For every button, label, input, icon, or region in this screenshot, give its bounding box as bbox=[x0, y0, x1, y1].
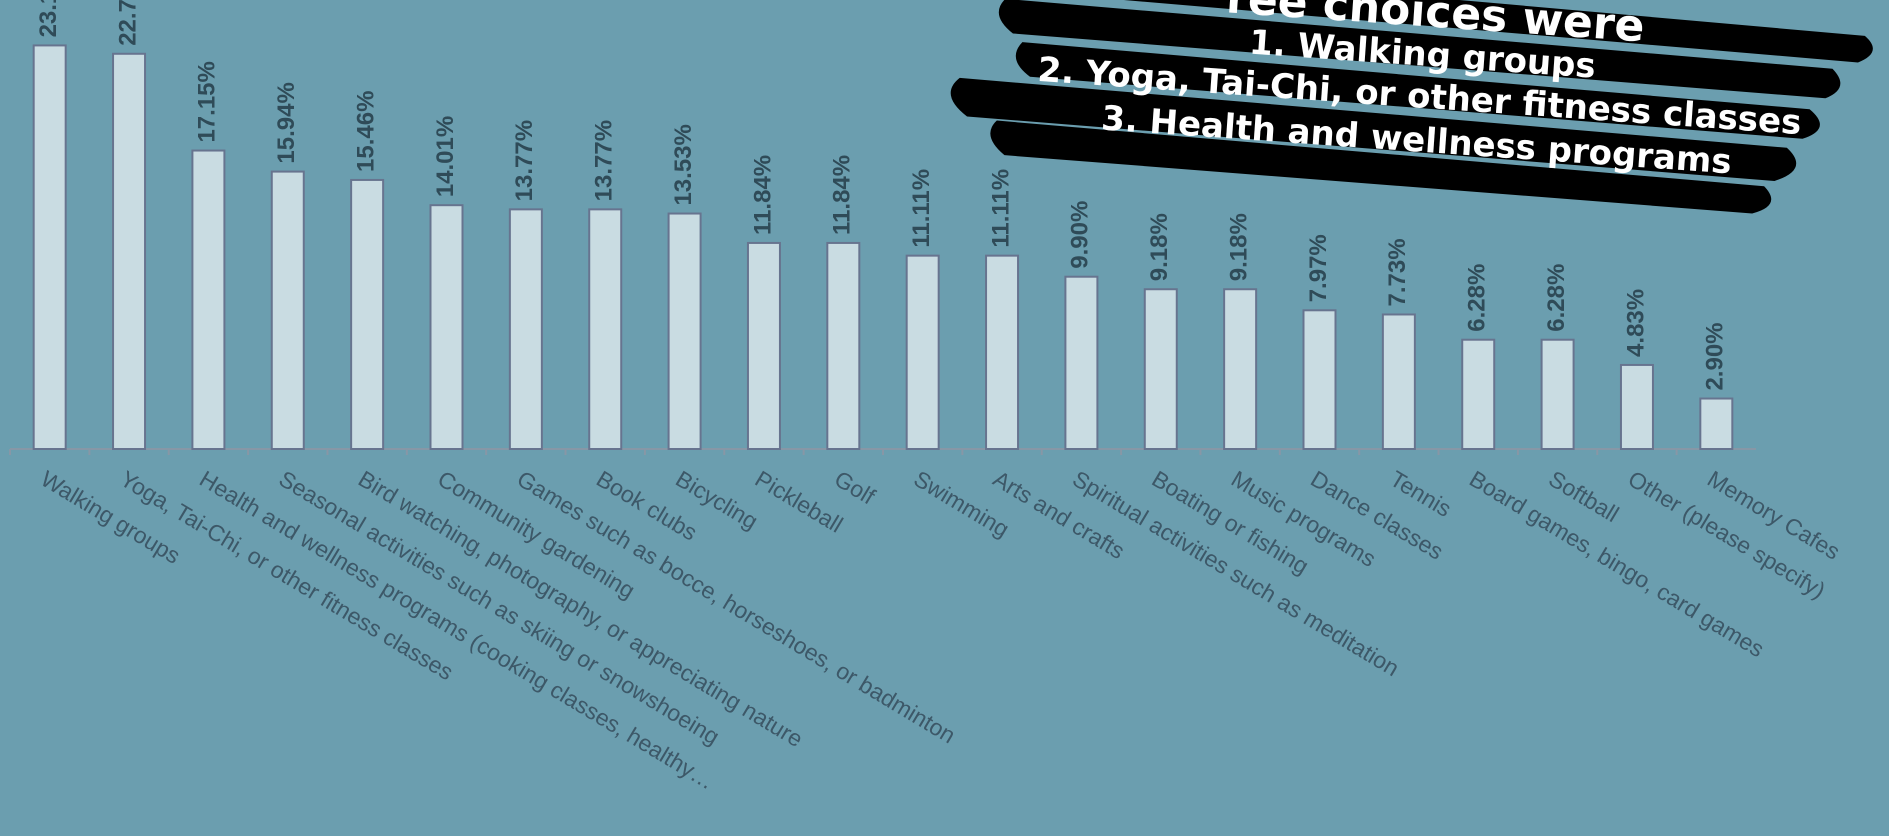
value-label: 15.94% bbox=[273, 82, 300, 163]
bar bbox=[34, 45, 66, 449]
bar bbox=[351, 180, 383, 449]
bar bbox=[748, 243, 780, 449]
value-label: 14.01% bbox=[432, 116, 459, 197]
bar bbox=[1145, 289, 1177, 449]
bar bbox=[1224, 289, 1256, 449]
value-label: 13.77% bbox=[591, 120, 618, 201]
bar bbox=[272, 172, 304, 449]
bar bbox=[1700, 399, 1732, 449]
chart: 23.19%Walking groups22.71%Yoga, Tai-Chi,… bbox=[0, 0, 1889, 836]
bar bbox=[431, 205, 463, 449]
bar bbox=[1621, 365, 1653, 449]
value-label: 11.11% bbox=[908, 169, 935, 248]
bar bbox=[510, 209, 542, 449]
value-label: 11.84% bbox=[829, 155, 856, 235]
value-label: 9.90% bbox=[1067, 201, 1094, 269]
bar bbox=[669, 214, 701, 449]
value-label: 9.18% bbox=[1146, 213, 1173, 281]
bar bbox=[986, 256, 1018, 449]
bar bbox=[827, 243, 859, 449]
value-label: 17.15% bbox=[194, 61, 221, 142]
value-label: 23.19% bbox=[35, 0, 62, 37]
value-label: 7.73% bbox=[1384, 238, 1411, 306]
bar bbox=[113, 54, 145, 449]
bar bbox=[1542, 340, 1574, 449]
bar bbox=[1462, 340, 1494, 449]
value-label: 9.18% bbox=[1225, 213, 1252, 281]
value-label: 6.28% bbox=[1543, 264, 1570, 332]
value-label: 4.83% bbox=[1622, 289, 1649, 357]
value-label: 7.97% bbox=[1305, 234, 1332, 302]
value-label: 13.53% bbox=[670, 124, 697, 205]
value-label: 15.46% bbox=[352, 91, 379, 172]
bar bbox=[1383, 314, 1415, 449]
value-label: 11.11% bbox=[987, 169, 1014, 248]
bar bbox=[907, 256, 939, 449]
value-label: 6.28% bbox=[1464, 264, 1491, 332]
value-label: 2.90% bbox=[1702, 322, 1729, 390]
bar bbox=[1304, 310, 1336, 449]
bar bbox=[589, 209, 621, 449]
value-label: 22.71% bbox=[114, 0, 141, 46]
value-label: 11.84% bbox=[749, 155, 776, 235]
bar bbox=[192, 151, 224, 449]
bar bbox=[1065, 277, 1097, 449]
value-label: 13.77% bbox=[511, 120, 538, 201]
